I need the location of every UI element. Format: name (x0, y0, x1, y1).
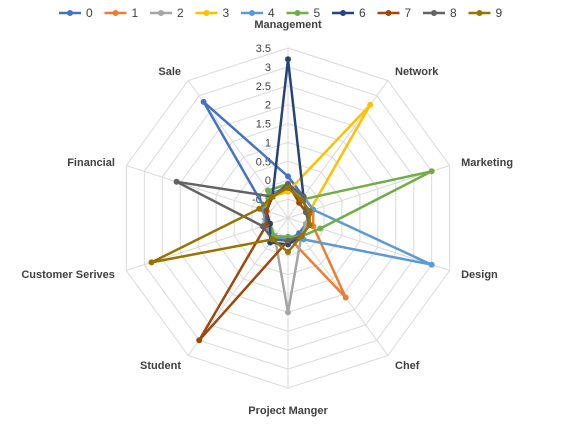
legend-entry: 1 (104, 6, 139, 20)
legend-entry: 6 (332, 6, 366, 20)
data-point (259, 223, 266, 230)
legend-entry: 5 (286, 6, 321, 20)
data-point (285, 173, 291, 180)
data-point (256, 205, 263, 212)
legend-label: 5 (314, 6, 321, 20)
data-point (317, 225, 324, 232)
legend-label: 3 (223, 6, 230, 20)
tick-label: 2.5 (256, 81, 271, 93)
series-9 (148, 184, 313, 266)
legend-entry: 7 (377, 6, 412, 20)
legend-marker (158, 10, 164, 16)
legend-label: 2 (177, 6, 184, 20)
legend: 0 1 2 3 4 5 6 7 8 9 (59, 6, 503, 20)
data-point (306, 208, 313, 214)
legend-entry: 4 (241, 6, 275, 20)
legend-entry: 8 (423, 6, 457, 20)
data-point (285, 184, 291, 191)
axis-label: Customer Serives (21, 269, 115, 281)
radar-grid (125, 47, 451, 389)
legend-label: 4 (268, 6, 275, 20)
tick-label: 2 (265, 100, 271, 112)
data-point (428, 261, 435, 268)
legend-label: 0 (86, 6, 93, 20)
axis-labels: Management Network Marketing Design Chef Proj… (21, 19, 513, 417)
axis-label: Financial (67, 157, 115, 169)
legend-entry: 9 (468, 6, 503, 20)
data-point (306, 222, 313, 228)
legend-label: 7 (405, 6, 412, 20)
legend-marker (67, 10, 73, 16)
data-point (265, 187, 271, 194)
axis-label: Project Manger (248, 405, 328, 417)
series-group (148, 56, 435, 344)
data-point (285, 249, 291, 255)
legend-marker (203, 10, 210, 16)
axis-label: Network (395, 66, 439, 78)
data-point (342, 294, 349, 301)
legend-marker (385, 10, 392, 16)
data-point (285, 56, 291, 63)
axis-label: Student (140, 360, 181, 372)
data-point (269, 193, 276, 200)
axis-label: Management (254, 19, 322, 31)
axis-label: Chef (395, 360, 420, 372)
tick-label: 3.5 (256, 43, 271, 55)
legend-label: 8 (450, 6, 457, 20)
data-point (298, 233, 305, 240)
data-point (173, 178, 180, 185)
legend-marker (431, 10, 437, 16)
legend-entry: 3 (195, 6, 230, 20)
legend-label: 9 (496, 6, 503, 20)
legend-entry: 0 (59, 6, 93, 20)
tick-label: 0 (265, 175, 271, 187)
legend-marker (112, 10, 119, 16)
data-point (263, 208, 270, 214)
data-point (269, 236, 276, 243)
axis-label: Marketing (461, 157, 513, 169)
data-point (196, 337, 203, 344)
legend-marker (476, 10, 483, 16)
tick-label: 3 (265, 62, 271, 74)
axis-label: Sale (158, 66, 181, 78)
tick-label: 1.5 (256, 119, 271, 131)
data-point (428, 168, 435, 175)
legend-marker (340, 10, 346, 16)
legend-label: 6 (359, 6, 366, 20)
data-point (298, 196, 305, 203)
data-point (285, 237, 291, 244)
legend-marker (249, 10, 255, 16)
data-point (285, 309, 291, 316)
tick-label: 1 (265, 137, 271, 149)
axis-label: Design (461, 269, 498, 281)
legend-label: 1 (132, 6, 139, 20)
data-point (200, 98, 207, 105)
data-point (148, 259, 155, 266)
data-point (367, 101, 374, 108)
legend-marker (294, 10, 301, 16)
legend-entry: 2 (150, 6, 184, 20)
